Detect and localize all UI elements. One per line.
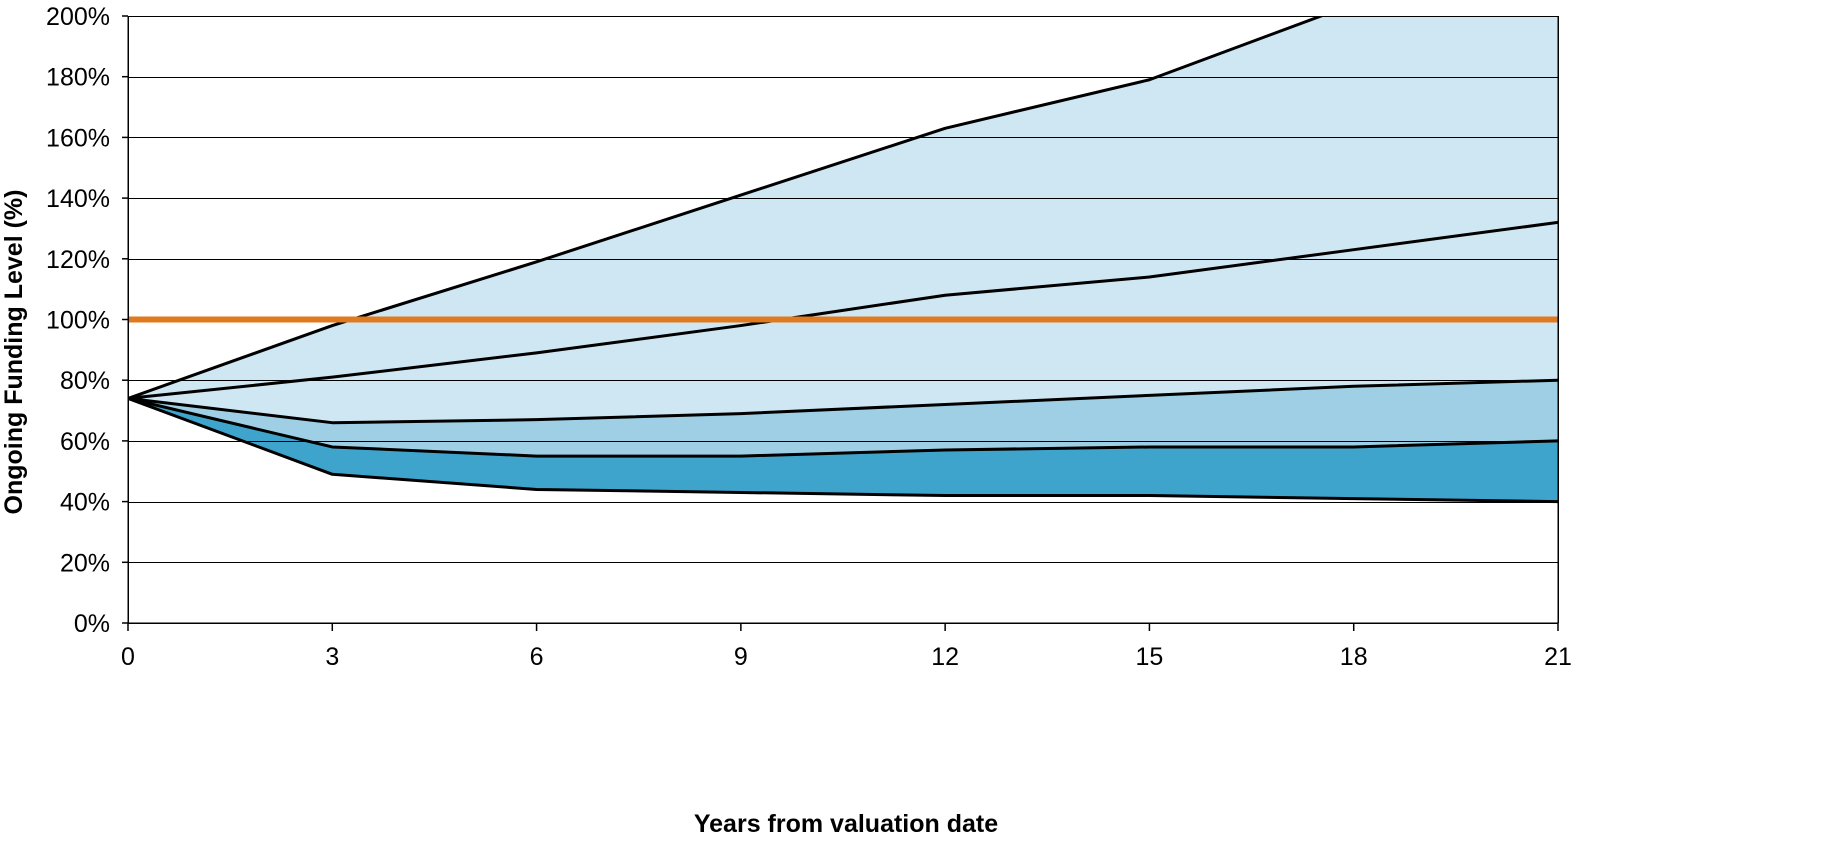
x-tick-label: 21	[1544, 643, 1572, 671]
band-middle	[128, 380, 1558, 457]
series-line-3	[128, 378, 1558, 425]
y-tick-label: 100%	[46, 307, 110, 335]
y-axis-title: Ongoing Funding Level (%)	[0, 190, 28, 515]
x-tick-label: 9	[734, 643, 748, 671]
y-tick-label: 120%	[46, 246, 110, 274]
series-line-5	[128, 397, 1558, 504]
ticks-layer: 0% 20% 40% 60% 80% 100% 120% 140% 160% 180% 200% 0 3…	[46, 3, 1572, 671]
y-tick-label: 140%	[46, 185, 110, 213]
y-tick-label: 0%	[74, 610, 110, 638]
band-lower	[128, 398, 1558, 502]
y-tick-label: 40%	[60, 489, 110, 517]
y-tick-label: 60%	[60, 428, 110, 456]
y-tick-label: 160%	[46, 124, 110, 152]
x-tick-label: 6	[530, 643, 544, 671]
x-tick-label: 3	[325, 643, 339, 671]
bands-layer	[128, 16, 1558, 502]
series-line-1	[128, 16, 1326, 400]
y-tick-label: 180%	[46, 64, 110, 92]
series-line-2	[128, 220, 1558, 400]
x-tick-label: 15	[1136, 643, 1164, 671]
x-tick-label: 12	[931, 643, 959, 671]
band-upper-outer	[128, 16, 1558, 399]
y-tick-label: 200%	[46, 3, 110, 31]
x-tick-label: 0	[121, 643, 135, 671]
series-line-4	[128, 396, 1558, 458]
y-tick-label: 80%	[60, 367, 110, 395]
band-upper-inner	[128, 222, 1558, 423]
x-axis-title: Years from valuation date	[694, 810, 998, 838]
y-tick-label: 20%	[60, 549, 110, 577]
lines-layer	[128, 16, 1558, 504]
x-tick-label: 18	[1340, 643, 1368, 671]
